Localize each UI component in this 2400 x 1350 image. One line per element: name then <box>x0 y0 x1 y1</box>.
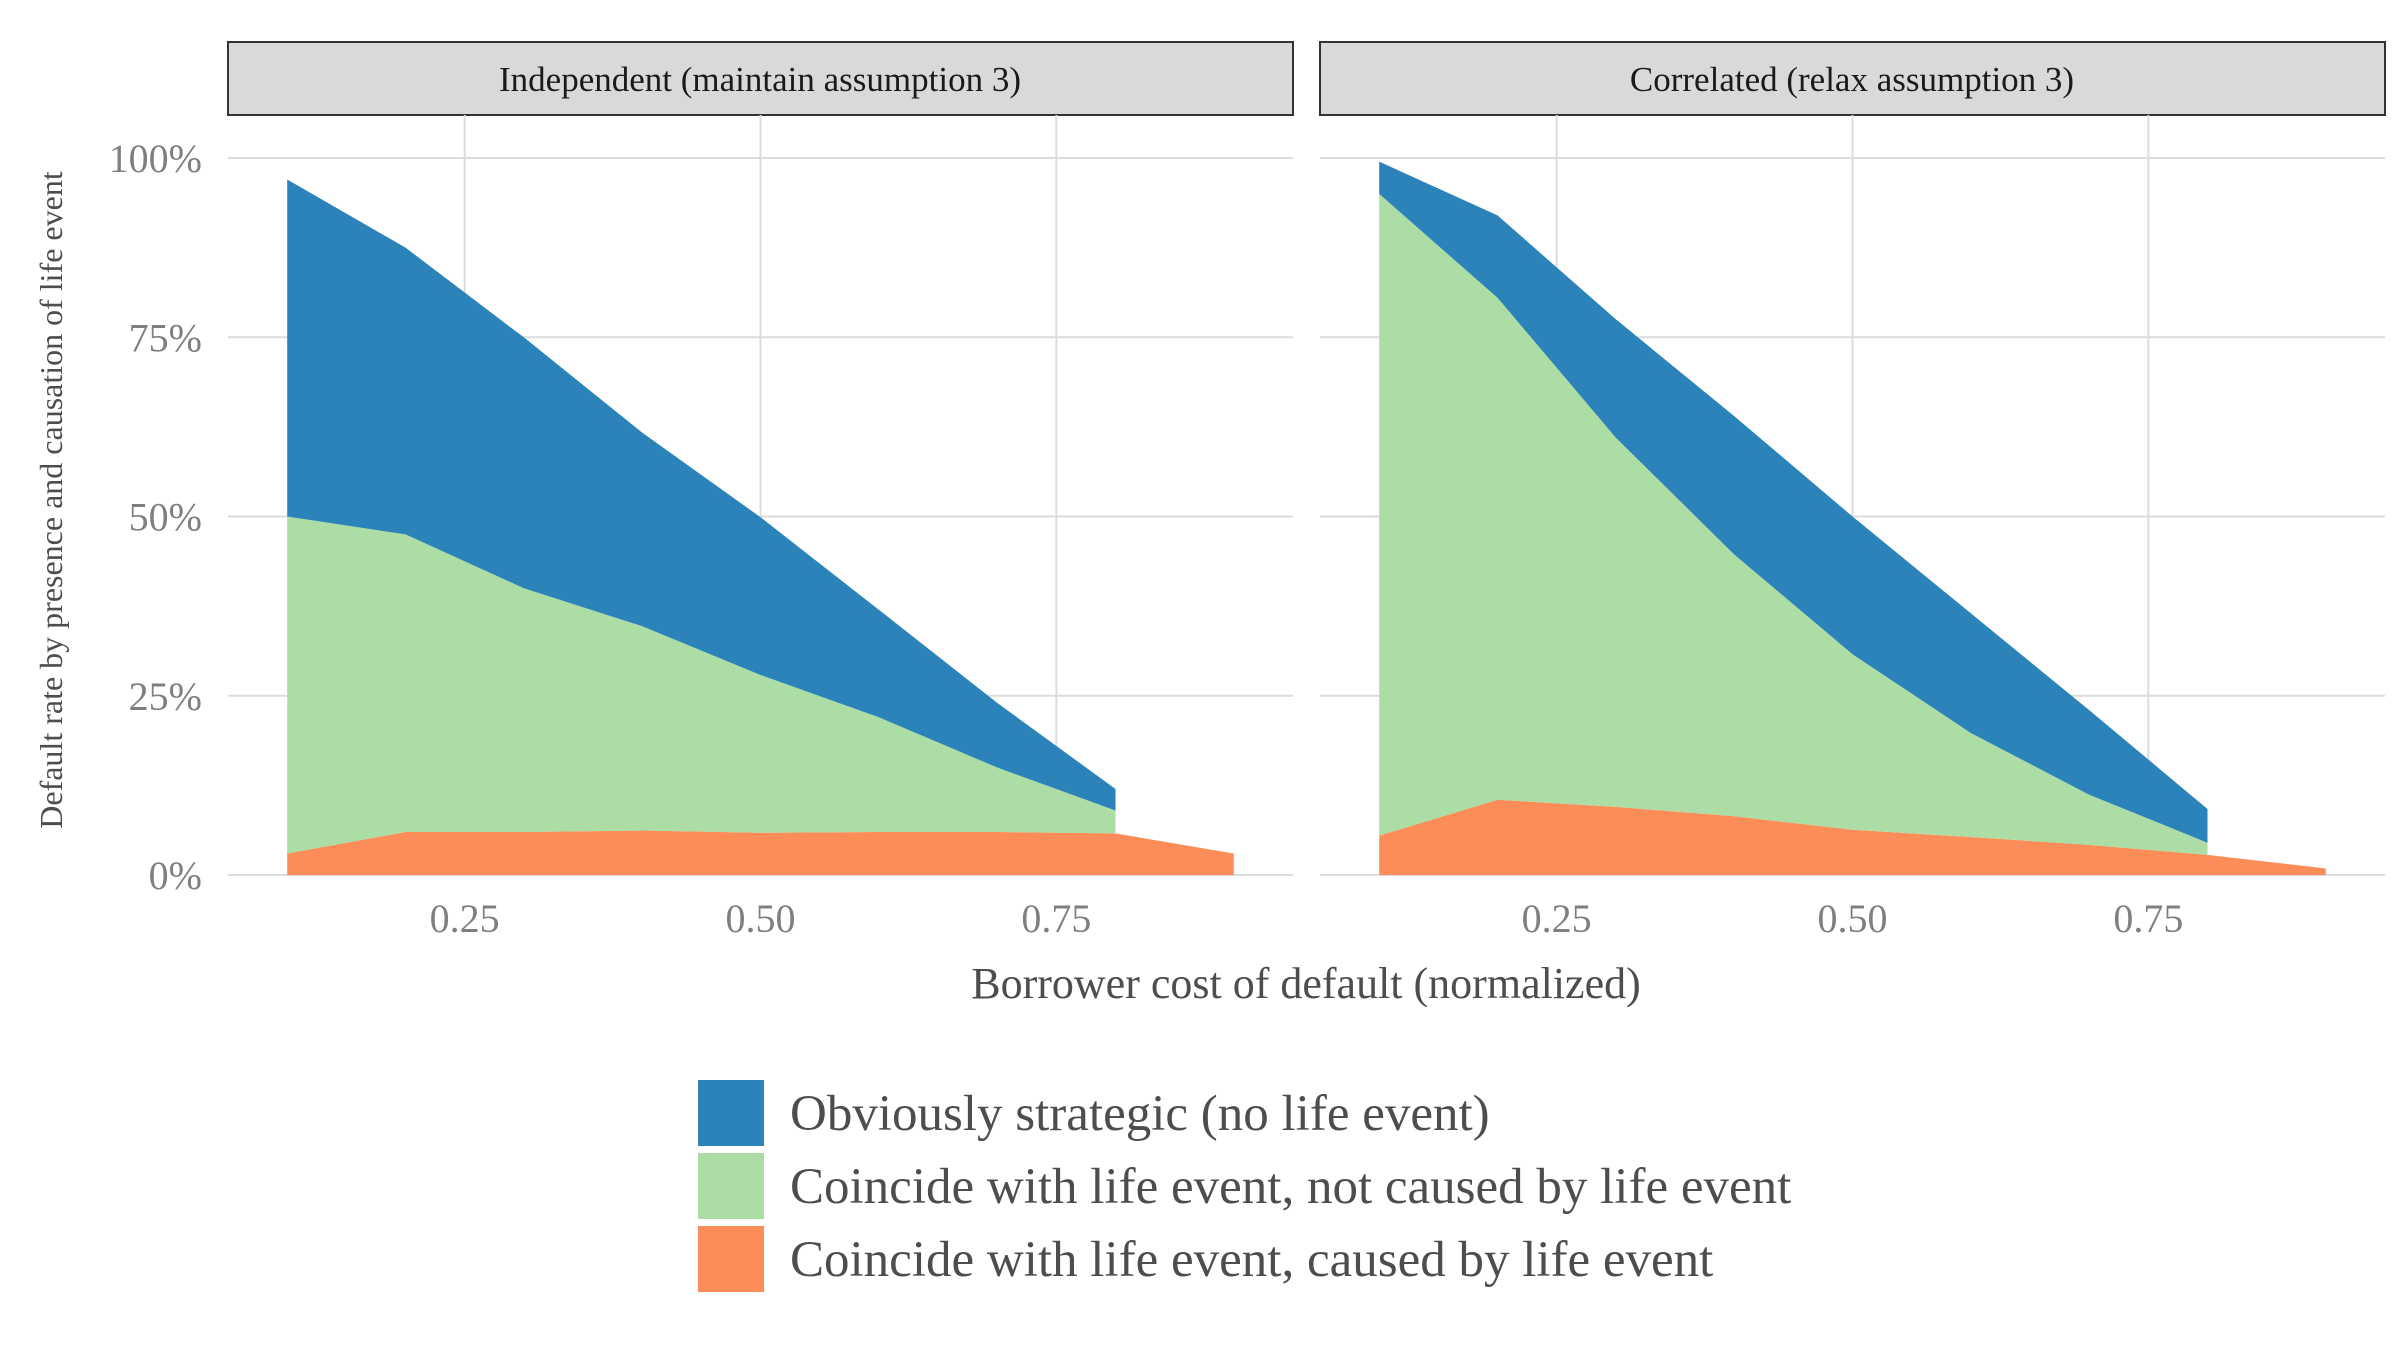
x-axis-title: Borrower cost of default (normalized) <box>971 959 1641 1008</box>
legend-key-strategic <box>698 1080 764 1146</box>
area-coincide <box>287 516 1116 854</box>
area-caused <box>1379 799 2326 875</box>
area-strategic <box>1379 161 2208 843</box>
y-axis-title: Default rate by presence and causation o… <box>33 171 69 829</box>
stacked-areas <box>1379 161 2326 875</box>
area-coincide <box>1379 193 2208 855</box>
area-caused <box>287 830 1234 875</box>
legend-label-strategic: Obviously strategic (no life event) <box>790 1086 1490 1142</box>
stacked-areas <box>287 179 1234 875</box>
area-strategic <box>287 179 1116 811</box>
x-tick-label: 0.50 <box>726 896 796 941</box>
y-tick-label: 25% <box>129 674 202 719</box>
legend-key-coincide <box>698 1153 764 1219</box>
legend-label-coincide: Coincide with life event, not caused by … <box>790 1159 1791 1215</box>
x-tick-label: 0.25 <box>430 896 500 941</box>
legend-key-caused <box>698 1226 764 1292</box>
panel-correlated: Correlated (relax assumption 3) 0.25 0.50… <box>1319 41 2386 941</box>
legend-label-caused: Coincide with life event, caused by life… <box>790 1232 1713 1288</box>
legend: Obviously strategic (no life event) Coin… <box>698 1080 1791 1292</box>
x-tick-label: 0.50 <box>1818 896 1888 941</box>
x-tick-labels: 0.25 0.50 0.75 <box>1522 896 2184 941</box>
y-tick-label: 0% <box>149 853 202 898</box>
y-tick-label: 100% <box>109 136 202 181</box>
x-tick-label: 0.75 <box>2113 896 2183 941</box>
y-tick-label: 50% <box>129 495 202 540</box>
x-tick-label: 0.25 <box>1522 896 1592 941</box>
x-tick-labels: 0.25 0.50 0.75 <box>430 896 1092 941</box>
panel-independent: Independent (maintain assumption 3) 0.25… <box>227 41 1294 941</box>
strip-label: Independent (maintain assumption 3) <box>499 60 1021 99</box>
x-tick-label: 0.75 <box>1021 896 1091 941</box>
y-tick-label: 75% <box>129 315 202 360</box>
strip-background <box>227 41 1294 116</box>
y-tick-labels: 0% 25% 50% 75% 100% <box>109 136 202 898</box>
strip-label: Correlated (relax assumption 3) <box>1630 60 2074 99</box>
strip-background <box>1319 41 2386 116</box>
